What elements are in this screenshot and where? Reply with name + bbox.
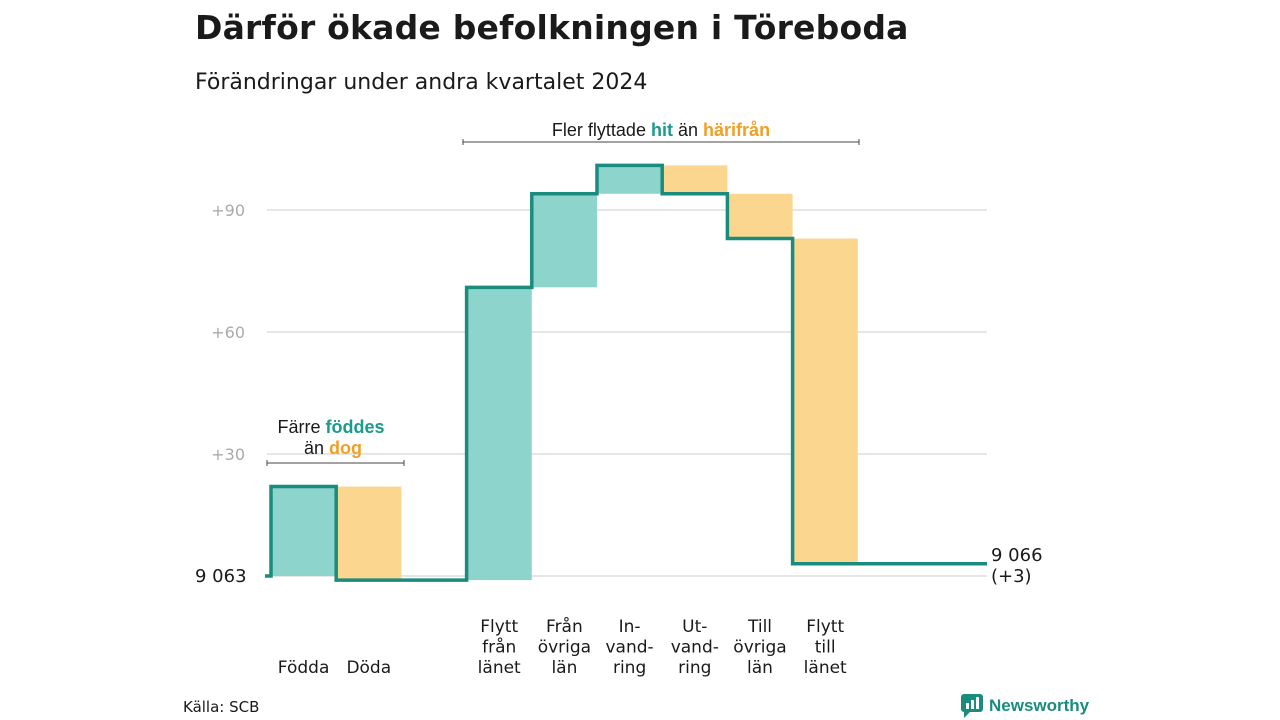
start-value-label: 9 063 bbox=[195, 566, 247, 587]
annotation-top: Fler flyttade hit än härifrån bbox=[552, 120, 770, 140]
chart-subtitle: Förändringar under andra kvartalet 2024 bbox=[195, 70, 648, 95]
source-note: Källa: SCB bbox=[183, 698, 260, 716]
waterfall-bar bbox=[531, 193, 597, 288]
annotation-top-bracket bbox=[462, 139, 860, 145]
waterfall-bar bbox=[336, 486, 402, 581]
waterfall-bar bbox=[662, 165, 728, 194]
newsworthy-logo-icon bbox=[961, 694, 983, 718]
category-label: Flytt från länet bbox=[478, 617, 521, 678]
newsworthy-logo[interactable]: Newsworthy bbox=[961, 694, 1089, 718]
chart-title: Därför ökade befolkningen i Töreboda bbox=[195, 8, 909, 47]
waterfall-bar bbox=[271, 486, 337, 576]
annotation-left-bracket bbox=[266, 460, 405, 466]
population-step-line bbox=[265, 163, 987, 582]
waterfall-bar bbox=[727, 193, 793, 239]
y-tick-label: +60 bbox=[211, 323, 245, 342]
category-label: In-vand-ring bbox=[606, 617, 654, 678]
annotation-left-line1: Färre föddes bbox=[277, 417, 384, 437]
waterfall-bar bbox=[466, 287, 532, 581]
waterfall-bar bbox=[597, 165, 663, 194]
y-tick-label: +90 bbox=[211, 201, 245, 220]
category-label: Döda bbox=[346, 658, 391, 678]
category-label: Ut-vand-ring bbox=[671, 617, 719, 678]
end-change-label: (+3) bbox=[991, 566, 1032, 587]
end-value-label: 9 066 bbox=[991, 545, 1043, 566]
category-label: Till övriga län bbox=[733, 617, 786, 678]
category-label: Födda bbox=[278, 658, 330, 678]
newsworthy-logo-text: Newsworthy bbox=[989, 696, 1090, 715]
y-tick-label: +30 bbox=[211, 445, 245, 464]
annotation-left-line2: än dog bbox=[304, 438, 362, 458]
category-label: Flytt till länet bbox=[804, 617, 847, 678]
waterfall-bar bbox=[792, 238, 858, 564]
category-label: Från övriga län bbox=[538, 616, 591, 678]
